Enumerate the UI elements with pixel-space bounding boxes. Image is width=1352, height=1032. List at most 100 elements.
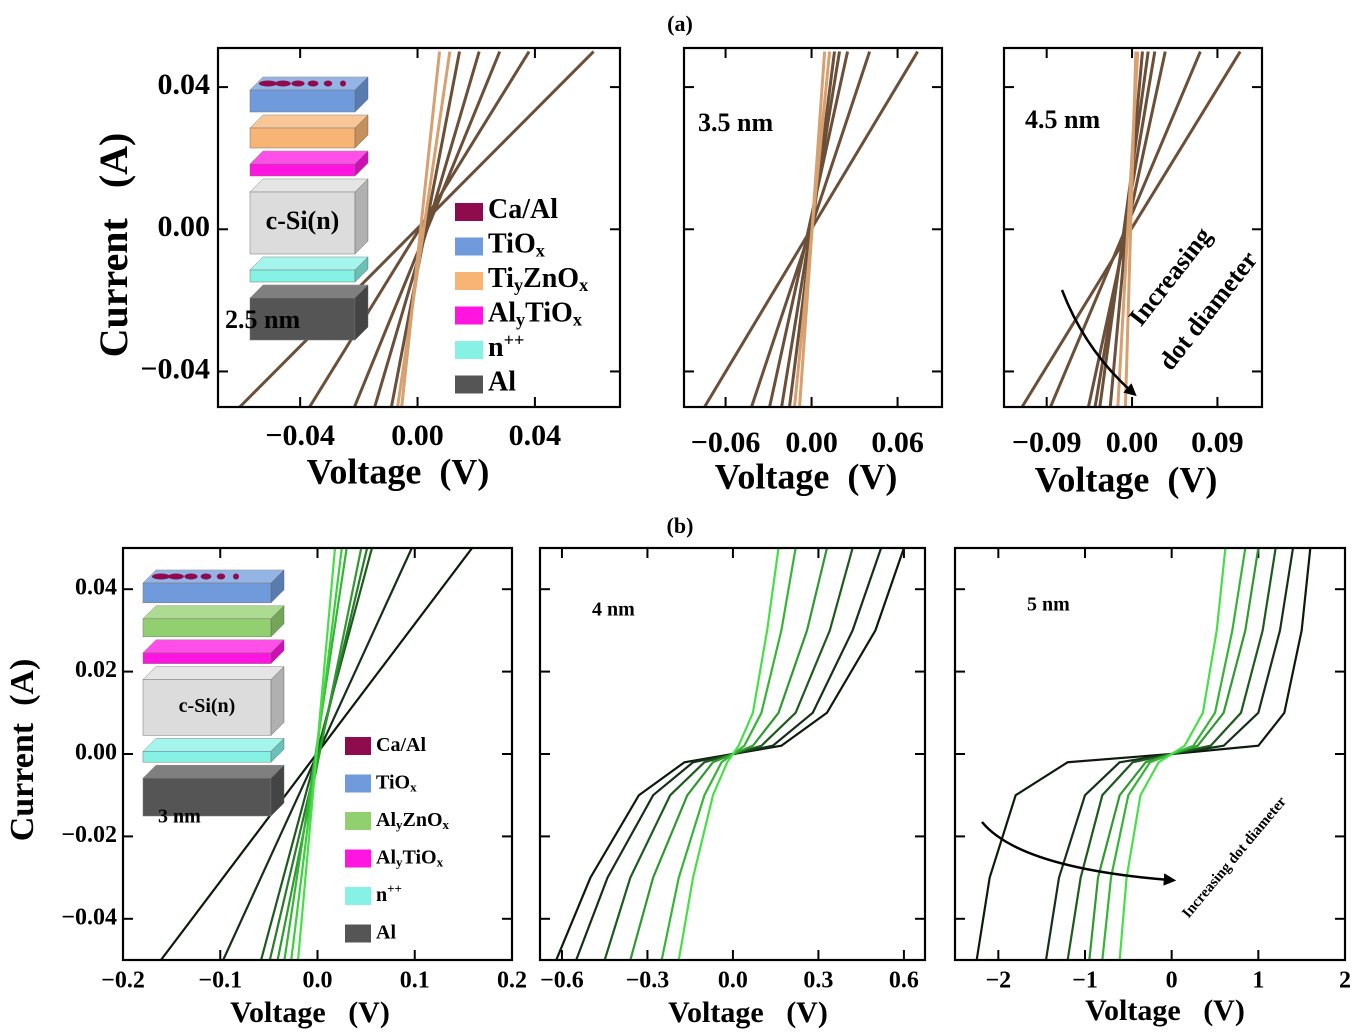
x-tick-label: 0.0 (303, 968, 333, 994)
layer-top-shade (143, 738, 284, 752)
layer-front (249, 269, 356, 283)
layer-side (354, 114, 369, 149)
lines (555, 548, 905, 960)
y-tick-label: 0.02 (75, 657, 117, 683)
dot (340, 80, 346, 87)
legend-label-part: y (396, 854, 403, 869)
layer-front (142, 777, 272, 817)
legend-label: Al (488, 367, 516, 398)
legend-label: Al (376, 921, 396, 943)
dot (259, 80, 277, 87)
series-line (677, 548, 780, 960)
panel-label: (a) (667, 11, 693, 36)
legend-swatch (345, 774, 371, 793)
legend-label-part: ++ (387, 881, 402, 896)
lines (160, 548, 474, 960)
annotation: 2.5 nm (225, 305, 300, 334)
layer-side-shade (355, 77, 368, 112)
layer-front (142, 751, 272, 763)
layer-side-shade (355, 115, 368, 148)
legend-label-part: Ca/Al (376, 734, 426, 756)
lines (1020, 50, 1242, 407)
layer-side-shade (355, 285, 368, 340)
annotation: Increasing dot diameter (1179, 794, 1290, 922)
x-tick-label: 0.04 (509, 419, 562, 452)
legend-label: AlyTiOx (488, 298, 582, 330)
layer-side (270, 639, 285, 665)
x-tick-label: 0.00 (391, 419, 444, 452)
x-tick-label: 0.3 (803, 968, 833, 994)
legend-label-part: x (579, 275, 588, 295)
annotation-arrow (981, 821, 1177, 886)
x-axis-label: Voltage (V) (715, 456, 898, 496)
series-line (296, 548, 337, 960)
dot (184, 573, 198, 580)
annotation: 4.5 nm (1025, 105, 1100, 134)
x-axis-label: Voltage (V) (1035, 459, 1218, 499)
layer-front (249, 297, 356, 341)
layer-side-shade (355, 179, 368, 254)
layer-front (142, 582, 272, 604)
dot (152, 573, 170, 580)
layer-front (249, 163, 356, 177)
legend-swatch (455, 306, 483, 325)
y-tick-label: −0.04 (61, 904, 117, 930)
legend-label-part: Al (376, 846, 396, 868)
legend-label-part: TiO (376, 771, 410, 793)
legend-label-part: TiO (488, 229, 536, 260)
layer-top-shade (250, 115, 368, 128)
series-line (238, 50, 595, 407)
x-axis-label: Voltage (V) (230, 996, 390, 1029)
legend-swatch (345, 924, 371, 943)
plot-frame (121, 546, 514, 962)
plot-frame (1002, 46, 1264, 409)
layer-top-shade (143, 639, 284, 653)
legend-label-part: TiO (525, 298, 573, 329)
y-tick-label: 0.00 (75, 740, 117, 766)
x-axis-label: Voltage (V) (668, 996, 828, 1029)
legend-label-part: Ti (488, 263, 514, 294)
lines (975, 548, 1312, 960)
layer-front (249, 89, 356, 113)
x-tick-label: −1 (1072, 968, 1098, 994)
legend-label-part: ZnO (403, 809, 443, 831)
layer-side-shade (355, 151, 368, 176)
panel: −0.2 −0.1 0.0 0.1 0.2 −0.04 −0.02 0.00 0.02 0.04 c… (4, 546, 527, 1029)
legend-label: Ca/Al (488, 194, 558, 225)
layer-side (354, 76, 369, 113)
legend-label: n++ (376, 881, 402, 905)
series-line (389, 51, 461, 407)
legend-swatch (345, 812, 371, 830)
legend-label-part: x (443, 817, 450, 832)
layer-side-shade (271, 570, 284, 603)
dot (233, 573, 239, 580)
substrate-label: c-Si(n) (266, 206, 340, 235)
layer-top-shade (143, 765, 284, 779)
x-tick-label: −0.1 (198, 968, 242, 994)
legend-label-part: n (376, 884, 387, 906)
legend-label: Ca/Al (376, 734, 426, 756)
legend-swatch (345, 737, 371, 755)
legend-swatch (455, 375, 483, 394)
series-line (276, 548, 363, 960)
legend-swatch (455, 272, 483, 290)
layer-front (142, 618, 272, 638)
series-line (396, 51, 452, 407)
plot-frame (216, 46, 622, 409)
plot-frame (682, 46, 944, 409)
layer-top-shade (250, 179, 368, 192)
dot (291, 80, 305, 87)
y-tick-label: −0.04 (140, 352, 210, 385)
x-tick-label: 0.0 (718, 968, 748, 994)
legend-label: AlyZnOx (376, 809, 450, 832)
layer-side (354, 150, 369, 177)
x-axis-label: Voltage (V) (307, 451, 490, 491)
y-tick-label: −0.02 (61, 822, 117, 848)
x-tick-label: 0.2 (497, 968, 527, 994)
layer-side (354, 284, 369, 341)
dot (323, 80, 333, 87)
